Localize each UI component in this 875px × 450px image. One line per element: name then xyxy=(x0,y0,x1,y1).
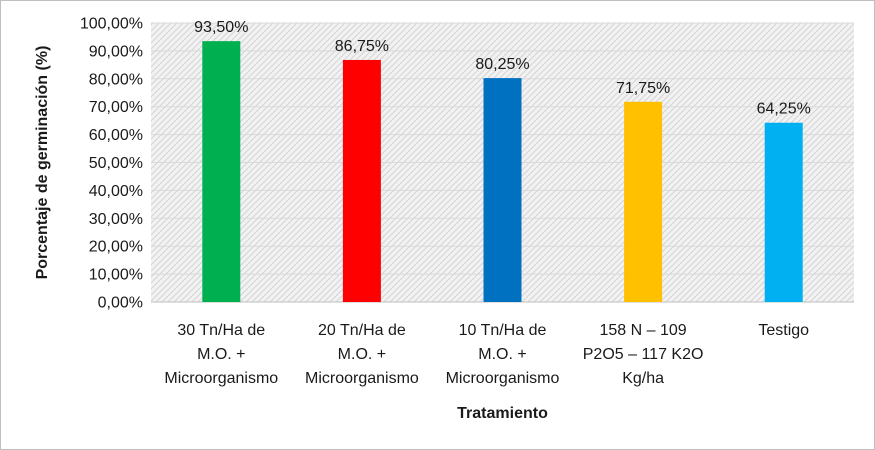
y-tick-label: 0,00% xyxy=(98,295,143,312)
data-label: 80,25% xyxy=(475,56,529,73)
x-axis-title: Tratamiento xyxy=(457,405,548,422)
bar xyxy=(764,122,803,303)
data-labels: 93,50% 86,75% 80,25% 71,75% 64,25% xyxy=(194,19,811,118)
y-tick-label: 30,00% xyxy=(89,211,143,228)
bar xyxy=(202,41,241,302)
data-label: 86,75% xyxy=(335,38,389,55)
y-tick-label: 50,00% xyxy=(89,155,143,172)
bars xyxy=(202,41,803,303)
x-category-label: 158 N – 109 xyxy=(600,322,687,339)
x-axis-categories: 30 Tn/Ha de M.O. + Microorganismo 20 Tn/Ha … xyxy=(164,322,809,387)
bar xyxy=(624,101,663,302)
bar xyxy=(483,78,522,302)
y-axis-title: Porcentaje de germinación (%) xyxy=(34,46,51,280)
bar xyxy=(342,59,381,302)
y-tick-label: 40,00% xyxy=(89,183,143,200)
y-tick-label: 60,00% xyxy=(89,127,143,144)
y-tick-label: 100,00% xyxy=(80,16,143,33)
y-axis-ticks: 0,00% 10,00% 20,00% 30,00% 40,00% 50,00% 60,00… xyxy=(80,16,143,312)
data-label: 71,75% xyxy=(616,80,670,97)
y-tick-label: 80,00% xyxy=(89,71,143,88)
y-tick-label: 10,00% xyxy=(89,267,143,284)
x-category-label: M.O. + xyxy=(197,346,245,363)
y-tick-label: 70,00% xyxy=(89,99,143,116)
x-category-label: M.O. + xyxy=(478,346,526,363)
x-category-label: Testigo xyxy=(758,322,809,339)
y-tick-label: 90,00% xyxy=(89,43,143,60)
x-category-label: 30 Tn/Ha de xyxy=(177,322,265,339)
y-tick-label: 20,00% xyxy=(89,239,143,256)
data-label: 93,50% xyxy=(194,19,248,36)
x-category-label: P2O5 – 117 K2O xyxy=(583,346,704,363)
x-category-label: Microorganismo xyxy=(164,370,278,387)
x-category-label: Kg/ha xyxy=(622,370,664,387)
x-category-label: 20 Tn/Ha de xyxy=(318,322,406,339)
x-category-label: 10 Tn/Ha de xyxy=(459,322,547,339)
data-label: 64,25% xyxy=(757,101,811,118)
x-category-label: Microorganismo xyxy=(446,370,560,387)
x-category-label: Microorganismo xyxy=(305,370,419,387)
x-category-label: M.O. + xyxy=(338,346,386,363)
